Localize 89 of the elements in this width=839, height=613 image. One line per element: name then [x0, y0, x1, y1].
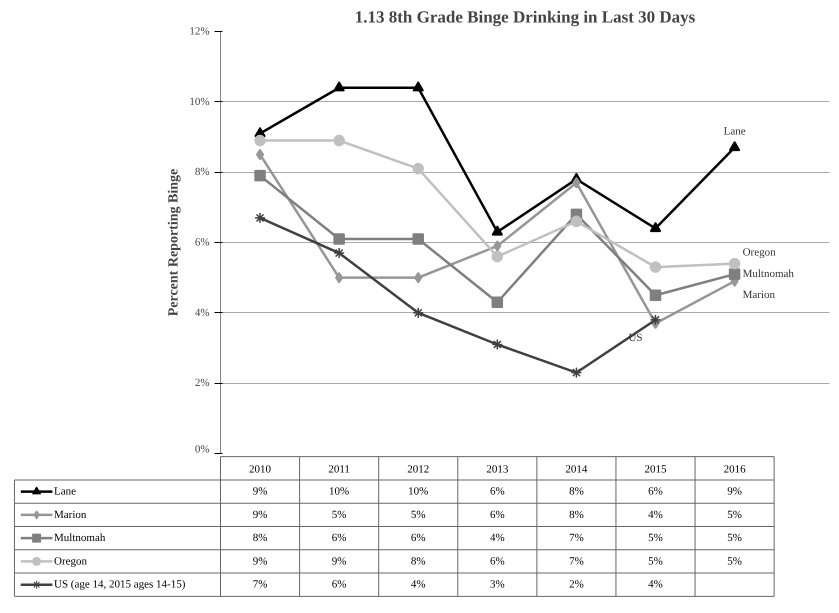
y-tick-label: 10%: [189, 96, 210, 108]
point: [728, 258, 740, 270]
annotation: Multnomah: [742, 268, 794, 280]
data-label: 7%: [252, 578, 268, 591]
data-label: 7%: [569, 532, 584, 544]
point: [333, 247, 345, 259]
point: [650, 290, 662, 301]
data-label: 6%: [490, 486, 505, 498]
point: [412, 233, 424, 245]
point: [570, 216, 582, 228]
data-label: 9%: [252, 508, 268, 521]
x-tick-label: 2016: [724, 463, 746, 476]
point: [728, 141, 740, 152]
point: [333, 233, 345, 245]
point: [412, 307, 424, 319]
data-label: 9%: [727, 486, 742, 498]
data-label: 6%: [410, 532, 426, 544]
x-tick-label: 2013: [486, 463, 509, 476]
point: [650, 314, 662, 326]
point: [492, 338, 504, 350]
y-tick-label: 8%: [194, 166, 210, 178]
data-label: 5%: [727, 508, 742, 521]
point: [412, 81, 424, 92]
point: [572, 176, 580, 188]
data-label: 8%: [569, 508, 584, 521]
data-label: 9%: [332, 555, 346, 568]
point: [492, 225, 504, 236]
point: [492, 250, 504, 262]
point: [650, 222, 662, 232]
data-label: 8%: [252, 532, 268, 544]
point: [254, 134, 266, 146]
annotation: Marion: [742, 289, 776, 302]
y-tick-label: 2%: [194, 377, 210, 390]
data-label: 6%: [648, 486, 663, 498]
x-tick-label: 2011: [328, 463, 350, 476]
point: [493, 240, 502, 252]
legend-label: US (age 14, 2015 ages 14-15): [54, 578, 186, 591]
x-tick-label: 2010: [249, 463, 272, 476]
legend-label: Oregon: [54, 555, 88, 568]
point: [492, 296, 504, 308]
point: [412, 162, 424, 174]
y-tick-label: 0%: [194, 444, 210, 456]
data-label: 9%: [252, 555, 268, 568]
legend-label: Marion: [54, 508, 87, 521]
data-label: 5%: [648, 532, 663, 544]
data-label: 4%: [648, 508, 663, 521]
point: [254, 170, 266, 182]
data-label: 9%: [252, 486, 268, 498]
data-label: 5%: [648, 555, 663, 568]
legend-label: Multnomah: [54, 532, 106, 544]
y-tick-label: 12%: [189, 26, 210, 38]
chart-title: 1.13 8th Grade Binge Drinking in Last 30 Days: [354, 8, 696, 26]
data-label: 6%: [490, 508, 505, 521]
legend-label: Lane: [54, 486, 76, 498]
y-axis-title: Percent Reporting Binge: [166, 168, 182, 316]
annotation: Lane: [724, 126, 746, 138]
data-label: 6%: [490, 555, 505, 568]
x-tick-label: 2014: [565, 463, 588, 476]
data-label: 5%: [727, 555, 742, 568]
point: [335, 272, 344, 284]
data-label: 5%: [332, 508, 346, 521]
point: [254, 212, 266, 224]
data-label: 4%: [410, 578, 426, 591]
data-label: 7%: [569, 555, 584, 568]
data-label: 6%: [332, 532, 346, 544]
data-label: 3%: [490, 578, 505, 591]
data-label: 5%: [410, 508, 426, 521]
data-label: 4%: [648, 578, 663, 591]
x-tick-label: 2012: [407, 463, 430, 476]
y-tick-label: 4%: [194, 306, 210, 319]
point: [256, 148, 264, 160]
point: [333, 81, 345, 92]
data-label: 8%: [569, 486, 584, 498]
y-tick-label: 6%: [194, 236, 210, 248]
data-label: 6%: [332, 578, 346, 591]
data-label: 8%: [410, 555, 426, 568]
data-label: 10%: [329, 486, 350, 498]
data-label: 2%: [569, 578, 584, 591]
x-tick-label: 2015: [644, 463, 667, 476]
point: [414, 272, 422, 284]
annotation: US: [628, 332, 643, 344]
point: [728, 268, 740, 280]
point: [650, 261, 662, 273]
point: [570, 366, 582, 378]
data-label: 10%: [408, 486, 428, 498]
data-label: 5%: [727, 532, 742, 544]
data-label: 4%: [490, 532, 505, 544]
point: [333, 134, 345, 146]
annotation: Oregon: [742, 246, 776, 259]
